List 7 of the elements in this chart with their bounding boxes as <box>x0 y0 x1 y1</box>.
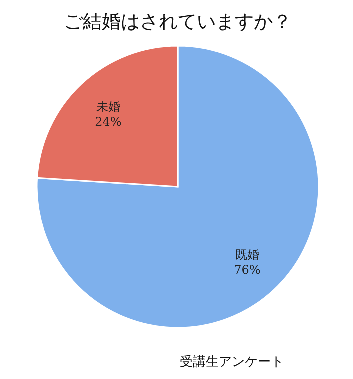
pie-slice <box>36 45 320 329</box>
slice-label: 既婚 <box>235 248 260 262</box>
data-label: 24% <box>95 114 122 129</box>
chart-title: ご結婚はされていますか？ <box>64 11 292 33</box>
slice-label: 未婚 <box>96 100 121 114</box>
data-label: 76% <box>234 263 261 278</box>
text: 受講生アンケート <box>180 355 284 370</box>
